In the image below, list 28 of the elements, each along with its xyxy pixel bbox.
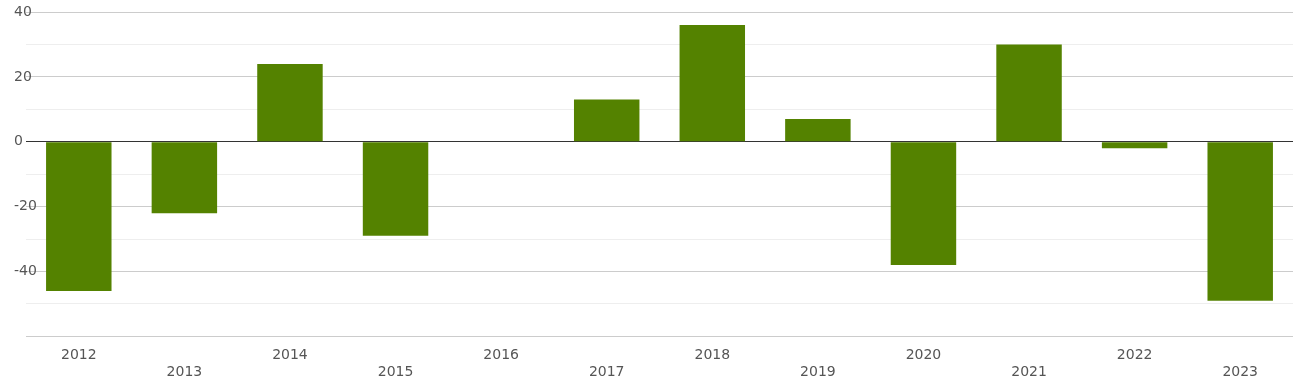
bar: [996, 44, 1062, 142]
x-tick-label: 2020: [905, 346, 942, 363]
x-tick-label: 2023: [1222, 363, 1259, 380]
x-tick-label: 2017: [588, 363, 625, 380]
x-tick-label: 2014: [272, 346, 308, 363]
x-tick-label: 2013: [166, 363, 203, 380]
bar: [151, 142, 218, 214]
bar: [362, 142, 429, 236]
y-tick-label: 0: [14, 132, 23, 149]
y-tick-label: 40: [14, 2, 32, 19]
x-tick-label: 2016: [483, 346, 520, 363]
bar: [1101, 142, 1168, 149]
x-tick-label: 2015: [377, 363, 414, 380]
bar: [46, 142, 112, 291]
x-tick-label: 2019: [800, 363, 836, 380]
x-tick-label: 2012: [60, 346, 97, 363]
x-tick-label: 2018: [694, 346, 731, 363]
bar: [785, 119, 851, 142]
bar: [573, 99, 640, 142]
bar: [890, 142, 957, 266]
y-tick-label: 20: [14, 67, 32, 84]
bar: [1207, 142, 1273, 301]
y-tick-label: -40: [14, 262, 37, 279]
bar: [679, 24, 746, 142]
x-tick-label: 2022: [1116, 346, 1153, 363]
bar: [257, 63, 323, 142]
x-tick-label: 2021: [1011, 363, 1047, 380]
y-tick-label: -20: [14, 197, 37, 214]
